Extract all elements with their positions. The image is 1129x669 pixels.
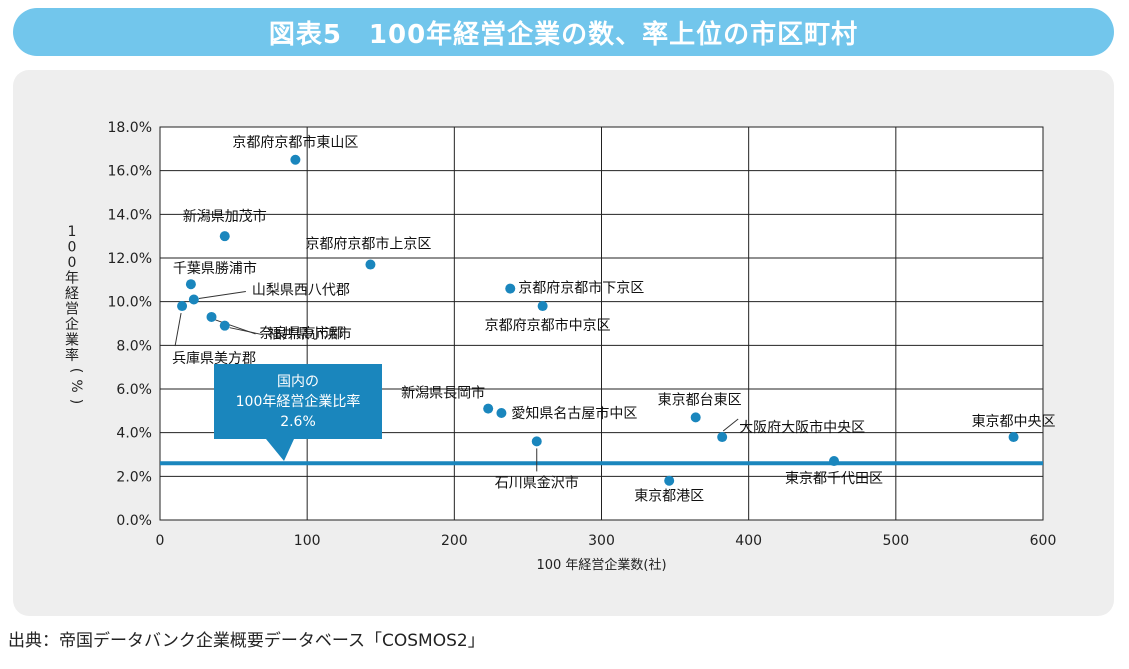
reference-callout: 国内の 100年経営企業比率 2.6%: [214, 364, 382, 461]
svg-text:営: 営: [65, 302, 79, 318]
chart-title: 図表5 100年経営企業の数、率上位の市区町村: [268, 19, 859, 50]
data-point: [664, 475, 675, 486]
y-tick-label: 8.0%: [116, 338, 152, 354]
point-labels: 京都府京都市東山区新潟県加茂市京都府京都市上京区千葉県勝浦市山梨県西八代郡兵庫県…: [172, 134, 1055, 505]
title-bar: 図表5 100年経営企業の数、率上位の市区町村: [13, 8, 1114, 56]
y-tick-label: 6.0%: [116, 382, 152, 398]
callout-box: [214, 364, 382, 439]
x-tick-label: 600: [1030, 533, 1057, 549]
point-label: 京都府京都市下京区: [518, 280, 644, 297]
y-tick-label: 2.0%: [116, 469, 152, 485]
svg-text:0: 0: [68, 255, 77, 271]
x-tick-label: 200: [441, 533, 468, 549]
data-point: [188, 294, 199, 305]
data-point: [505, 283, 516, 294]
point-label: 京都府京都市東山区: [232, 134, 358, 151]
source-note: 出典：帝国データバンク企業概要データベース「COSMOS2」: [8, 631, 485, 651]
leader-line: [174, 312, 182, 347]
y-tick-label: 4.0%: [116, 426, 152, 442]
point-label: 愛知県名古屋市中区: [511, 405, 637, 422]
data-point: [496, 408, 507, 419]
data-point: [537, 301, 548, 312]
x-tick-label: 500: [882, 533, 909, 549]
svg-text:率: 率: [65, 347, 79, 364]
y-tick-label: 16.0%: [108, 164, 152, 180]
data-point: [717, 432, 728, 443]
point-label: 福井県小浜市: [268, 326, 352, 343]
point-label: 京都府京都市上京区: [305, 236, 431, 253]
svg-text:): ): [68, 399, 84, 404]
data-point: [185, 279, 196, 290]
point-label: 兵庫県美方郡: [172, 350, 256, 367]
callout-text: 2.6%: [280, 414, 316, 430]
data-point: [206, 311, 217, 322]
svg-text:%: %: [68, 379, 84, 392]
leader-line: [229, 327, 263, 336]
data-point: [531, 436, 542, 447]
svg-text:企: 企: [65, 316, 79, 333]
point-label: 新潟県長岡市: [401, 385, 485, 402]
point-label: 東京都千代田区: [785, 471, 883, 487]
data-point: [219, 320, 230, 331]
x-axis-label: 100 年経営企業数(社): [536, 557, 666, 573]
point-label: 京都府京都市中京区: [485, 317, 611, 334]
callout-text: 国内の: [277, 374, 319, 390]
callout-pointer: [266, 439, 294, 461]
point-label: 千葉県勝浦市: [173, 260, 257, 277]
point-label: 新潟県加茂市: [183, 208, 267, 225]
point-label: 奈良県高市郡: [260, 325, 344, 342]
data-point: [829, 456, 840, 467]
svg-text:1: 1: [68, 224, 77, 240]
plot-border: [159, 126, 1044, 521]
y-tick-label: 12.0%: [108, 251, 152, 267]
svg-text:(: (: [68, 368, 84, 373]
leader-line: [198, 290, 246, 299]
svg-text:0: 0: [68, 240, 77, 256]
svg-text:年: 年: [65, 271, 79, 287]
data-point: [177, 301, 188, 312]
data-point: [365, 259, 376, 270]
data-point: [1008, 432, 1019, 443]
point-label: 東京都台東区: [658, 392, 742, 408]
point-label: 東京都港区: [634, 489, 704, 505]
data-point: [290, 154, 301, 165]
x-tick-label: 400: [735, 533, 762, 549]
point-label: 山梨県西八代郡: [252, 282, 350, 298]
x-tick-label: 100: [294, 533, 321, 549]
x-tick-label: 0: [156, 533, 165, 549]
svg-text:経: 経: [65, 286, 79, 302]
data-point: [690, 412, 701, 423]
callout-text: 100年経営企業比率: [236, 393, 361, 410]
point-label: 石川県金沢市: [495, 474, 579, 491]
data-points: [177, 154, 1019, 486]
leader-line: [722, 418, 739, 432]
point-label: 大阪府大阪市中央区: [739, 419, 865, 436]
y-tick-label: 10.0%: [108, 295, 152, 311]
axis-labels: 0.0% 2.0% 4.0% 6.0% 8.0% 10.0% 12.0% 14.0% 16.0%…: [65, 120, 1056, 573]
svg-text:業: 業: [65, 333, 79, 349]
y-tick-label: 0.0%: [116, 513, 152, 529]
x-tick-label: 300: [588, 533, 615, 549]
grid-lines: [159, 126, 1044, 521]
data-point: [483, 403, 494, 414]
y-tick-label: 18.0%: [108, 120, 152, 136]
data-point: [219, 231, 230, 242]
y-tick-label: 14.0%: [108, 207, 152, 223]
point-label: 東京都中央区: [972, 414, 1056, 430]
